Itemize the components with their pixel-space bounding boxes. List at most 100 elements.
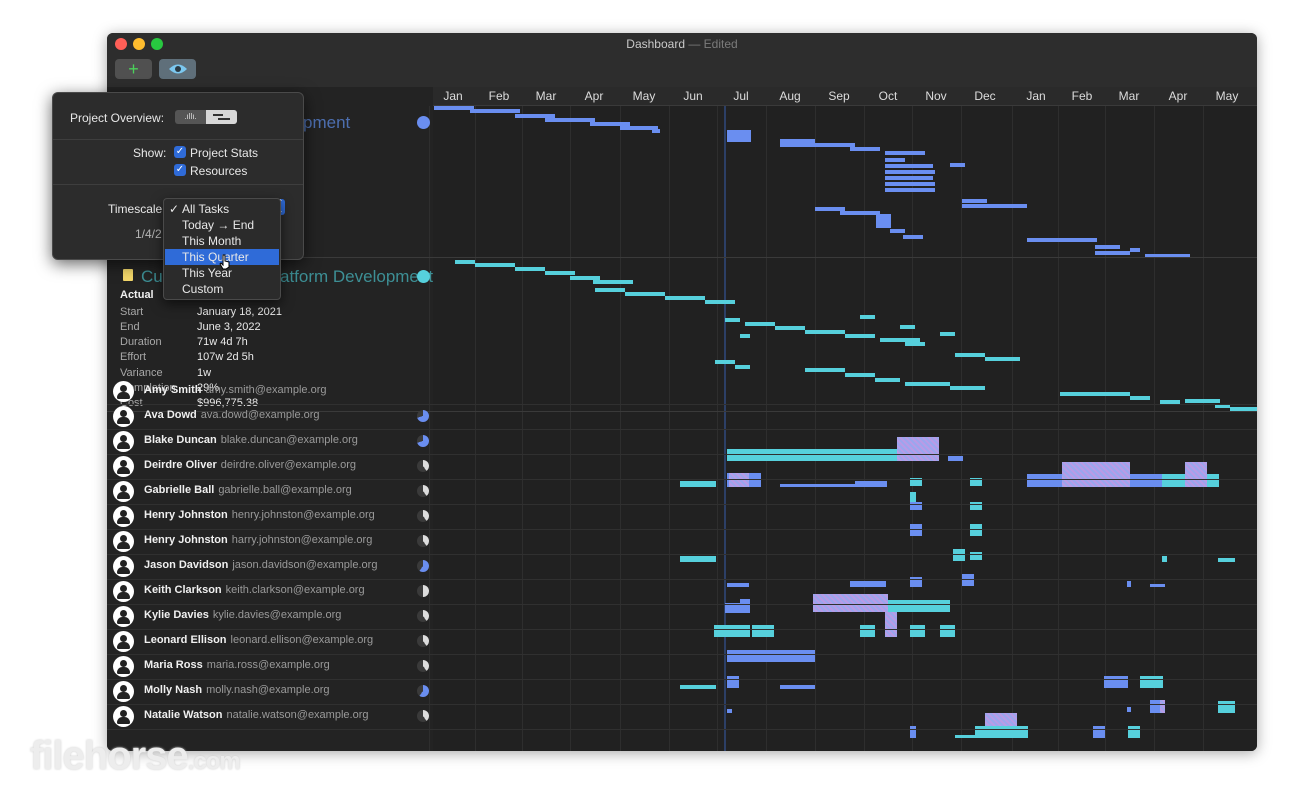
resource-load-block[interactable] — [850, 581, 886, 587]
overview-gantt-icon[interactable] — [206, 110, 237, 124]
resource-load-block[interactable] — [940, 625, 955, 637]
resource-load-block[interactable] — [680, 556, 716, 562]
resource-load-block[interactable] — [1127, 581, 1131, 587]
resource-load-block[interactable] — [953, 549, 965, 561]
resource-row[interactable]: Leonard Ellison leonard.ellison@example.o… — [107, 629, 1257, 655]
task-bar[interactable] — [805, 368, 845, 372]
add-button[interactable]: + — [115, 59, 152, 79]
task-bar[interactable] — [434, 106, 474, 110]
resource-row[interactable]: Maria Ross maria.ross@example.org — [107, 654, 1257, 680]
task-bar[interactable] — [885, 158, 905, 162]
task-bar[interactable] — [545, 271, 575, 275]
task-bar[interactable] — [840, 211, 880, 215]
task-bar[interactable] — [620, 126, 658, 130]
task-bar[interactable] — [950, 386, 985, 390]
task-bar[interactable] — [885, 170, 935, 174]
resource-load-block[interactable] — [860, 625, 875, 637]
resource-load-block[interactable] — [910, 524, 922, 536]
menu-item-this-month[interactable]: This Month — [182, 234, 242, 248]
project-stats-checkbox[interactable]: ✓ — [174, 146, 186, 158]
resource-load-block[interactable] — [910, 625, 925, 637]
task-bar[interactable] — [985, 357, 1020, 361]
resource-load-block[interactable] — [970, 478, 982, 486]
task-bar[interactable] — [1027, 238, 1097, 242]
resource-load-block[interactable] — [752, 625, 774, 637]
task-bar[interactable] — [727, 138, 751, 142]
resource-load-block[interactable] — [888, 600, 950, 612]
resource-load-block[interactable] — [897, 437, 939, 461]
task-bar[interactable] — [725, 318, 740, 322]
overview-segmented-control[interactable]: .ıllı. — [175, 110, 237, 124]
resource-load-block[interactable] — [910, 492, 916, 504]
resource-load-block[interactable] — [1218, 558, 1235, 562]
resource-load-block[interactable] — [1150, 584, 1165, 587]
task-bar[interactable] — [940, 332, 955, 336]
resource-row[interactable]: Blake Duncan blake.duncan@example.org — [107, 429, 1257, 455]
resource-load-block[interactable] — [1160, 700, 1165, 713]
task-bar[interactable] — [955, 353, 985, 357]
task-bar[interactable] — [740, 334, 750, 338]
task-bar[interactable] — [780, 139, 815, 147]
task-bar[interactable] — [1160, 400, 1180, 404]
resource-load-block[interactable] — [910, 726, 916, 738]
task-bar[interactable] — [876, 214, 891, 228]
resource-load-block[interactable] — [855, 481, 887, 487]
resource-load-block[interactable] — [910, 577, 922, 587]
project-stats-label[interactable]: Project Stats — [190, 146, 259, 160]
menu-item-all-tasks[interactable]: ✓ All Tasks — [169, 202, 230, 216]
resource-load-block[interactable] — [813, 594, 888, 612]
resource-load-block[interactable] — [1062, 462, 1130, 487]
task-bar[interactable] — [903, 235, 923, 239]
project-2-title-right[interactable]: atform Development — [280, 267, 434, 286]
task-bar[interactable] — [745, 322, 775, 326]
task-bar[interactable] — [545, 118, 595, 122]
task-bar[interactable] — [905, 342, 925, 346]
task-bar[interactable] — [593, 280, 633, 284]
task-bar[interactable] — [815, 207, 845, 211]
task-bar[interactable] — [1095, 251, 1130, 255]
resource-load-block[interactable] — [727, 650, 815, 662]
resource-load-block[interactable] — [729, 473, 749, 487]
task-bar[interactable] — [570, 276, 600, 280]
resource-load-block[interactable] — [970, 502, 982, 510]
task-bar[interactable] — [595, 288, 625, 292]
task-bar[interactable] — [860, 315, 875, 319]
resource-load-block[interactable] — [725, 603, 750, 613]
resource-load-block[interactable] — [985, 713, 1017, 726]
resource-load-block[interactable] — [885, 612, 897, 637]
close-window-button[interactable] — [115, 38, 127, 50]
task-bar[interactable] — [652, 129, 660, 133]
task-bar[interactable] — [515, 114, 555, 118]
date-field[interactable]: 1/4/2 — [135, 227, 162, 241]
resource-load-block[interactable] — [910, 502, 922, 510]
task-bar[interactable] — [470, 109, 520, 113]
task-bar[interactable] — [885, 182, 935, 186]
task-bar[interactable] — [590, 122, 630, 126]
task-bar[interactable] — [735, 365, 750, 369]
task-bar[interactable] — [885, 176, 933, 180]
task-bar[interactable] — [875, 378, 900, 382]
task-bar[interactable] — [665, 296, 705, 300]
menu-item-today-end[interactable]: Today → End — [182, 218, 255, 232]
task-bar[interactable] — [900, 325, 915, 329]
task-bar[interactable] — [880, 338, 920, 342]
resource-row[interactable]: Molly Nash molly.nash@example.org — [107, 679, 1257, 705]
resource-row[interactable]: Jason Davidson jason.davidson@example.org — [107, 554, 1257, 580]
resource-row[interactable]: Deirdre Oliver deirdre.oliver@example.org — [107, 454, 1257, 480]
task-bar[interactable] — [962, 204, 1027, 208]
resource-load-block[interactable] — [970, 552, 982, 560]
resource-load-block[interactable] — [680, 685, 716, 689]
task-bar[interactable] — [950, 163, 965, 167]
resource-load-block[interactable] — [962, 574, 974, 586]
resource-load-block[interactable] — [1185, 462, 1207, 487]
task-bar[interactable] — [1130, 248, 1140, 252]
task-bar[interactable] — [885, 188, 935, 192]
task-bar[interactable] — [845, 373, 875, 377]
overview-chart-icon[interactable]: .ıllı. — [184, 112, 197, 121]
resource-load-block[interactable] — [970, 524, 982, 536]
task-bar[interactable] — [1215, 404, 1230, 408]
task-bar[interactable] — [962, 199, 987, 203]
resource-row[interactable]: Natalie Watson natalie.watson@example.org — [107, 704, 1257, 730]
resource-load-block[interactable] — [727, 583, 749, 587]
task-bar[interactable] — [775, 326, 805, 330]
